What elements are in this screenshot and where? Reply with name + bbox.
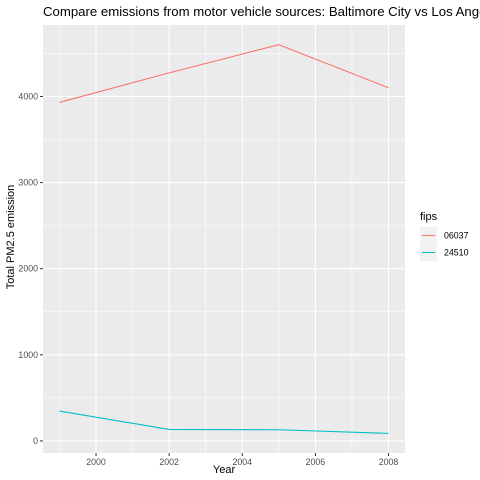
series-line-24510	[59, 410, 389, 434]
legend-label-24510: 24510	[444, 248, 469, 258]
y-axis: 0 1000 2000 3000 4000	[18, 91, 43, 446]
x-axis-title: Year	[213, 464, 236, 476]
series-line-06037	[59, 44, 389, 103]
major-gridlines	[43, 25, 405, 453]
y-tick-label: 2000	[18, 264, 38, 274]
x-tick-label: 2008	[379, 457, 399, 467]
legend-title: fips	[420, 211, 438, 223]
series-lines	[59, 44, 389, 434]
plot-panel	[43, 25, 405, 453]
y-tick-label: 1000	[18, 350, 38, 360]
y-tick-label: 0	[33, 436, 38, 446]
y-axis-title: Total PM2.5 emission	[5, 185, 17, 290]
legend-label-06037: 06037	[444, 231, 469, 241]
x-tick-label: 2002	[159, 457, 179, 467]
y-tick-label: 3000	[18, 178, 38, 188]
x-tick-label: 2006	[306, 457, 326, 467]
chart-title: Compare emissions from motor vehicle sou…	[43, 4, 480, 19]
legend: fips 06037 24510	[420, 211, 469, 261]
y-tick-label: 4000	[18, 91, 38, 101]
x-tick-label: 2000	[86, 457, 106, 467]
x-tick-label: 2004	[232, 457, 252, 467]
legend-items: 06037 24510	[420, 227, 469, 261]
x-axis: 2000 2002 2004 2006 2008	[86, 453, 398, 467]
